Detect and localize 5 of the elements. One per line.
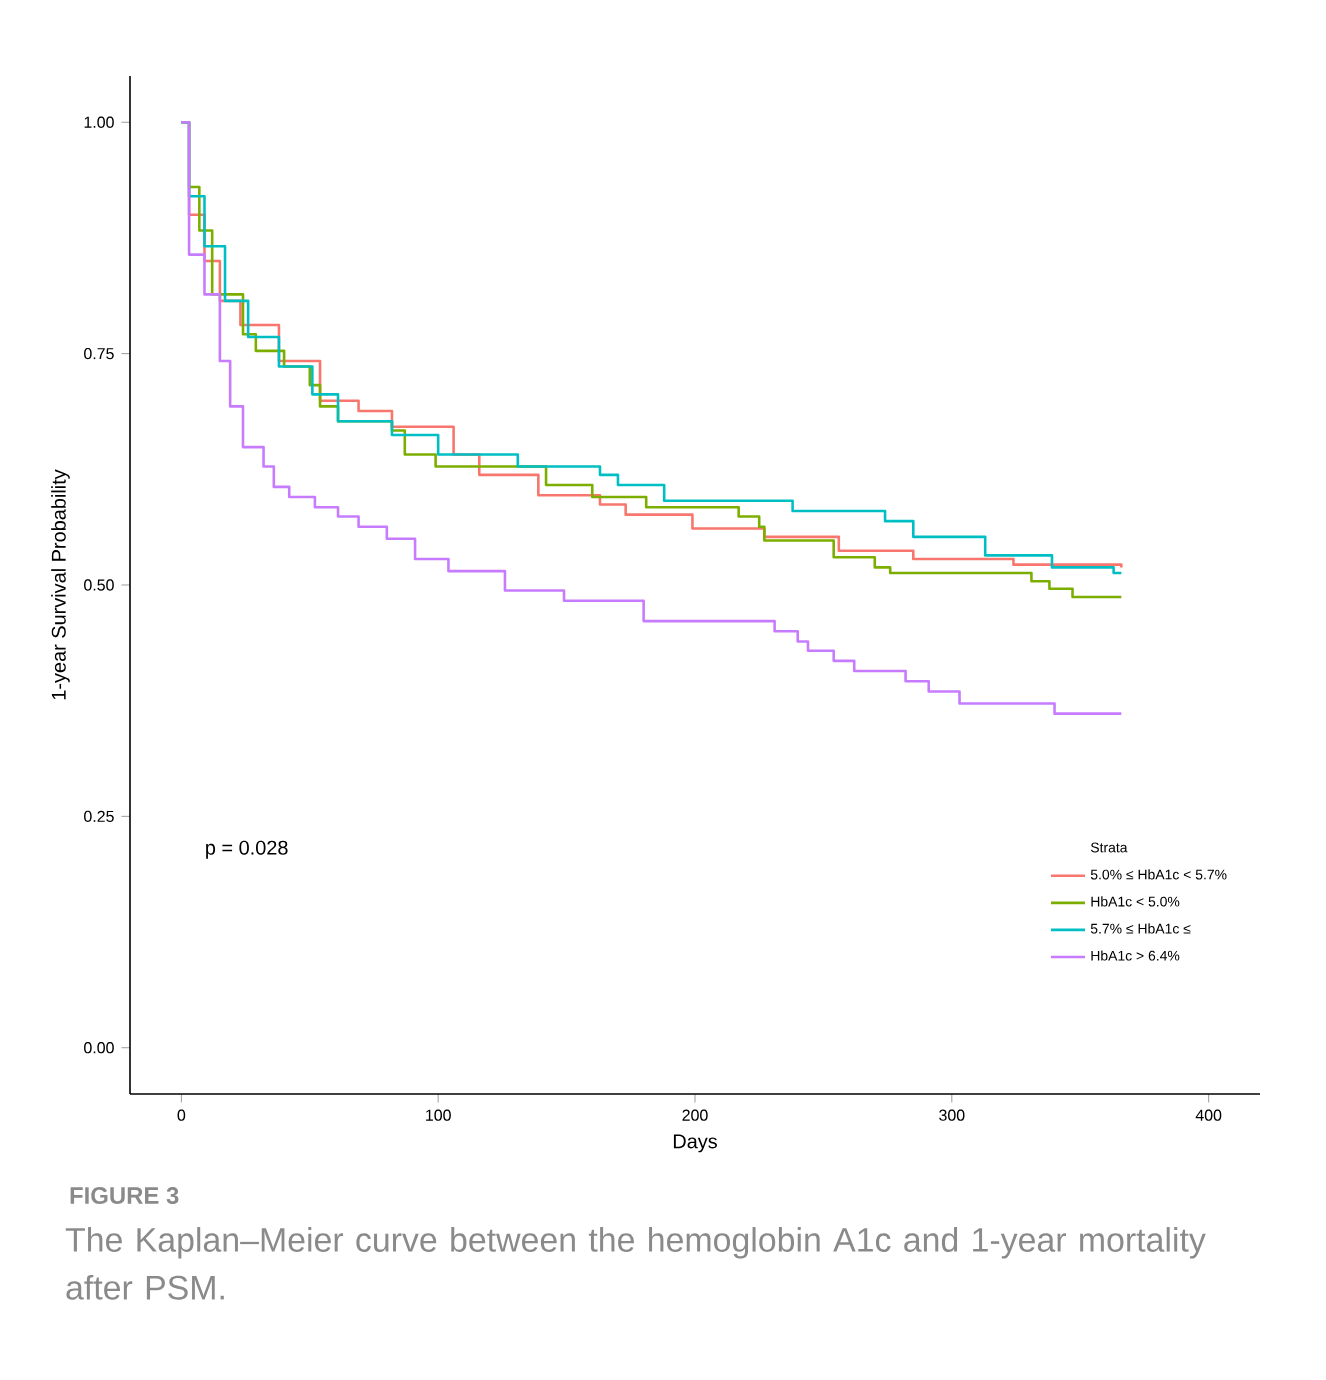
x-axis-title: Days xyxy=(673,1134,717,1153)
caption: FIGURE 3 xyxy=(70,1187,179,1205)
annotation: p = 0.028 xyxy=(206,840,288,859)
y-axis-title: 1-year Survival Probability xyxy=(51,469,70,700)
text: The Kaplan–Meier curve between the hemoglobin A1c and 1-year mortality after PSM. xyxy=(65,1227,1206,1300)
